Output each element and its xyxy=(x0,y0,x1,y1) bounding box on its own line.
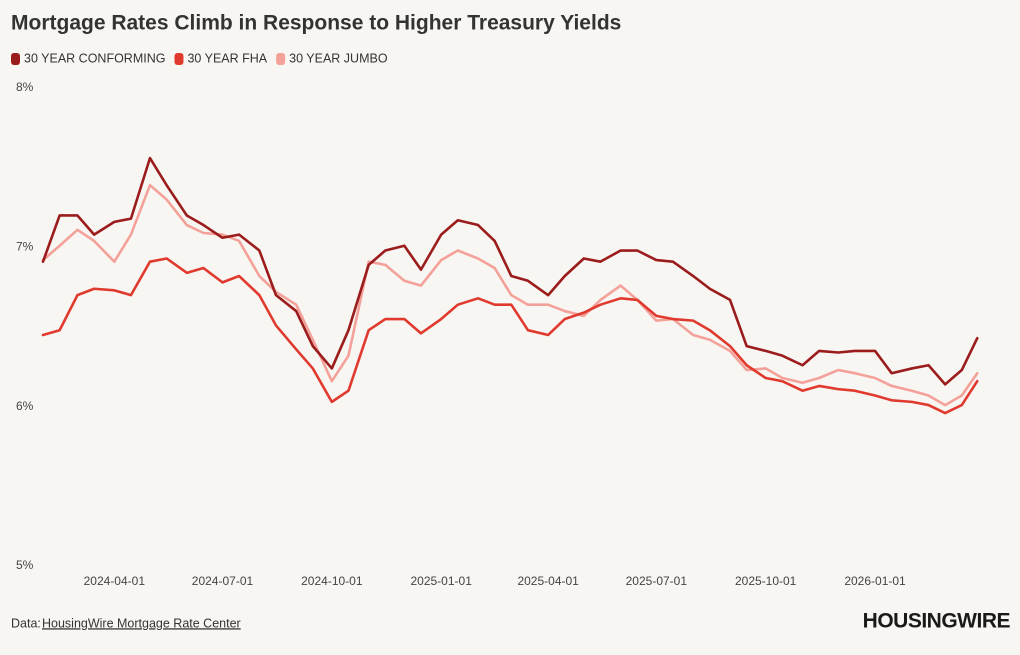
legend-swatch xyxy=(11,53,20,65)
chart-title: Mortgage Rates Climb in Response to High… xyxy=(11,12,621,35)
logo: HOUSINGWIRE xyxy=(863,610,1011,633)
y-tick-label: 8% xyxy=(16,80,34,94)
x-tick-label: 2024-10-01 xyxy=(301,574,363,588)
legend-label: 30 YEAR CONFORMING xyxy=(24,51,165,65)
series-line xyxy=(41,156,979,386)
series-line xyxy=(41,183,979,407)
x-tick-label: 2024-04-01 xyxy=(84,574,146,588)
legend-label: 30 YEAR JUMBO xyxy=(289,51,388,65)
y-tick-label: 5% xyxy=(16,558,34,572)
x-tick-label: 2024-07-01 xyxy=(192,574,254,588)
legend-label: 30 YEAR FHA xyxy=(187,51,267,65)
x-tick-label: 2025-01-01 xyxy=(410,574,472,588)
legend-swatch xyxy=(174,53,184,65)
y-tick-label: 6% xyxy=(16,399,34,413)
series-line xyxy=(41,257,979,415)
legend-swatch xyxy=(276,53,286,65)
x-tick-label: 2025-10-01 xyxy=(735,574,797,588)
y-tick-label: 7% xyxy=(16,240,34,254)
source-link[interactable]: HousingWire Mortgage Rate Center xyxy=(42,616,241,630)
x-tick-label: 2025-04-01 xyxy=(517,574,579,588)
x-tick-label: 2025-07-01 xyxy=(626,574,688,588)
source-label: Data: xyxy=(11,616,41,630)
x-tick-label: 2026-01-01 xyxy=(844,574,906,588)
